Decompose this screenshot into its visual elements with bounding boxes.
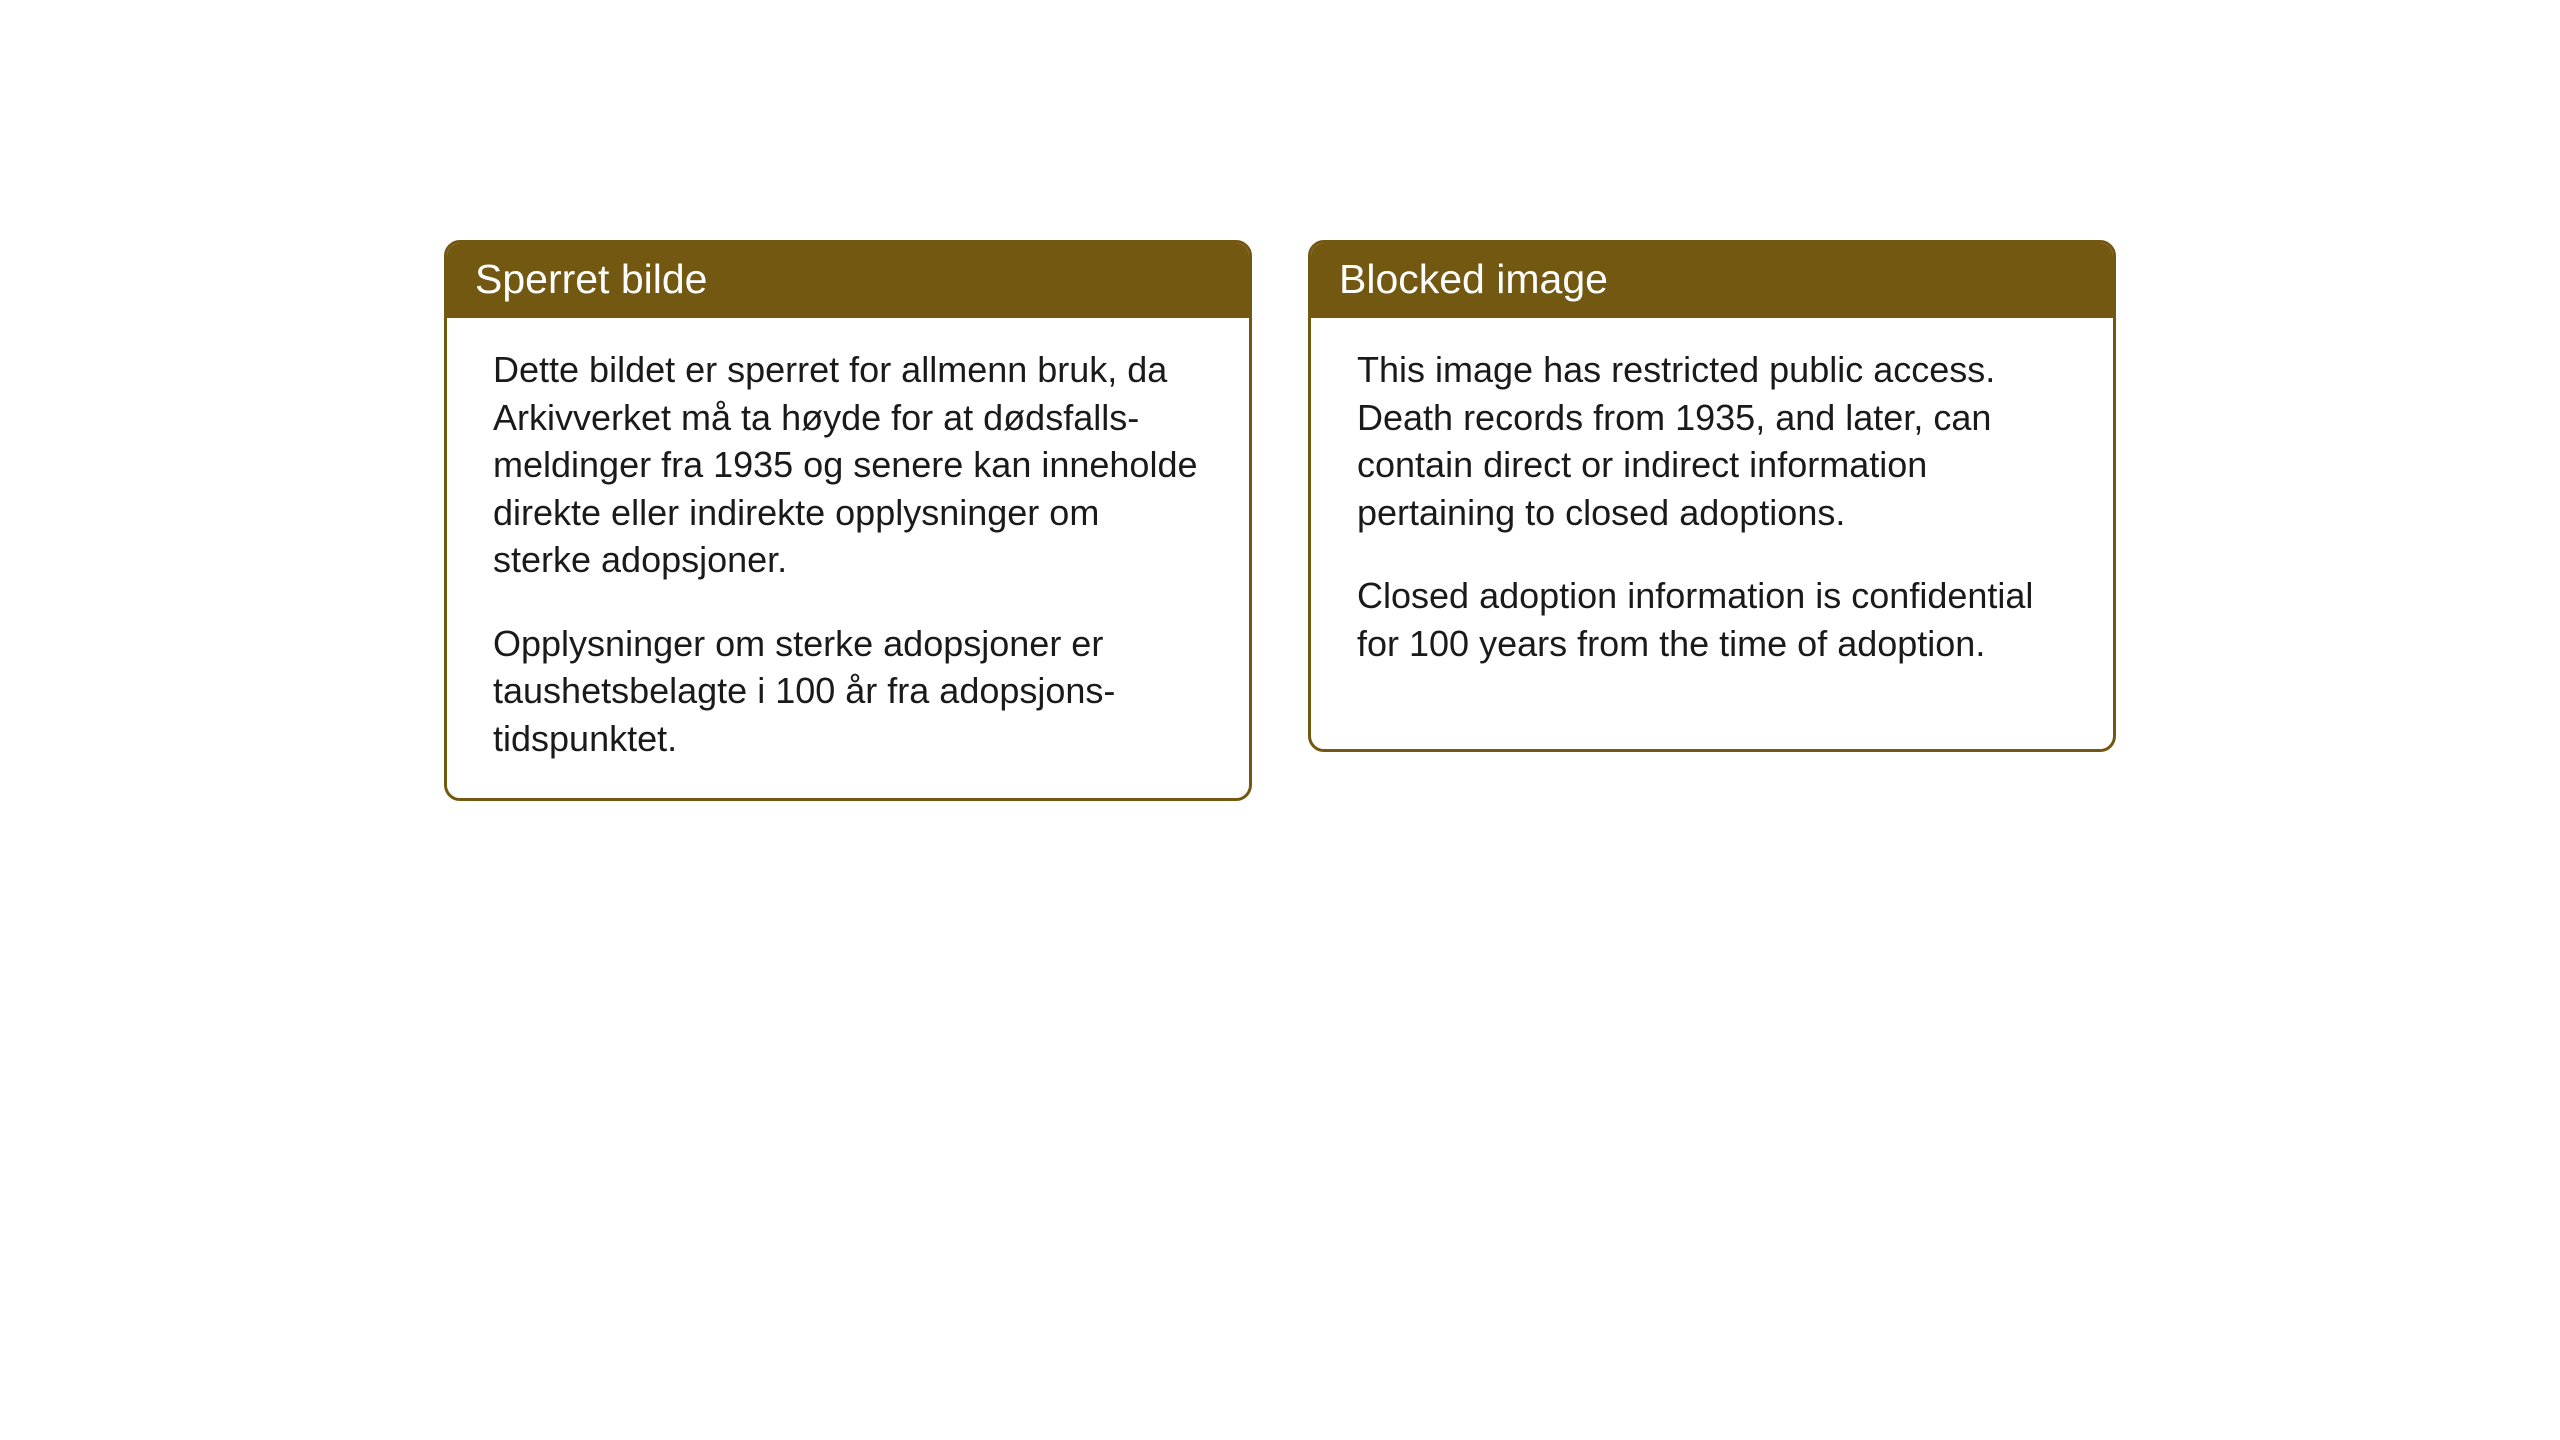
notice-paragraph-2-norwegian: Opplysninger om sterke adopsjoner er tau… [493,620,1203,763]
notice-cards-container: Sperret bilde Dette bildet er sperret fo… [444,240,2116,801]
notice-paragraph-2-english: Closed adoption information is confident… [1357,572,2067,667]
notice-title-norwegian: Sperret bilde [447,243,1249,318]
notice-paragraph-1-english: This image has restricted public access.… [1357,346,2067,536]
notice-card-norwegian: Sperret bilde Dette bildet er sperret fo… [444,240,1252,801]
notice-card-english: Blocked image This image has restricted … [1308,240,2116,752]
notice-paragraph-1-norwegian: Dette bildet er sperret for allmenn bruk… [493,346,1203,584]
notice-body-english: This image has restricted public access.… [1311,318,2113,703]
notice-body-norwegian: Dette bildet er sperret for allmenn bruk… [447,318,1249,798]
notice-title-english: Blocked image [1311,243,2113,318]
